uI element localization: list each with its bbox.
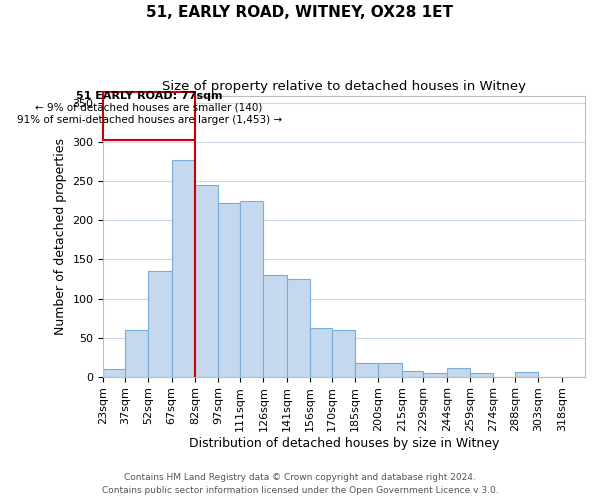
Text: 51, EARLY ROAD, WITNEY, OX28 1ET: 51, EARLY ROAD, WITNEY, OX28 1ET xyxy=(146,5,454,20)
Bar xyxy=(332,330,355,376)
Bar xyxy=(195,186,218,376)
Bar xyxy=(125,330,148,376)
Bar xyxy=(263,275,287,376)
Bar xyxy=(172,160,195,376)
Text: ← 9% of detached houses are smaller (140): ← 9% of detached houses are smaller (140… xyxy=(35,102,263,113)
Bar xyxy=(287,279,310,376)
Text: 51 EARLY ROAD: 77sqm: 51 EARLY ROAD: 77sqm xyxy=(76,91,223,101)
Text: 91% of semi-detached houses are larger (1,453) →: 91% of semi-detached houses are larger (… xyxy=(17,115,282,125)
Bar xyxy=(240,201,263,376)
Title: Size of property relative to detached houses in Witney: Size of property relative to detached ho… xyxy=(162,80,526,93)
Bar xyxy=(148,271,172,376)
Bar xyxy=(515,372,538,376)
Bar xyxy=(103,92,195,140)
Bar xyxy=(379,364,401,376)
Bar xyxy=(470,374,493,376)
Bar xyxy=(103,369,125,376)
Bar xyxy=(218,204,240,376)
Bar xyxy=(355,362,379,376)
Y-axis label: Number of detached properties: Number of detached properties xyxy=(54,138,67,334)
Bar xyxy=(401,371,424,376)
X-axis label: Distribution of detached houses by size in Witney: Distribution of detached houses by size … xyxy=(189,437,499,450)
Text: Contains HM Land Registry data © Crown copyright and database right 2024.
Contai: Contains HM Land Registry data © Crown c… xyxy=(101,474,499,495)
Bar xyxy=(310,328,332,376)
Bar xyxy=(447,368,470,376)
Bar xyxy=(424,374,447,376)
